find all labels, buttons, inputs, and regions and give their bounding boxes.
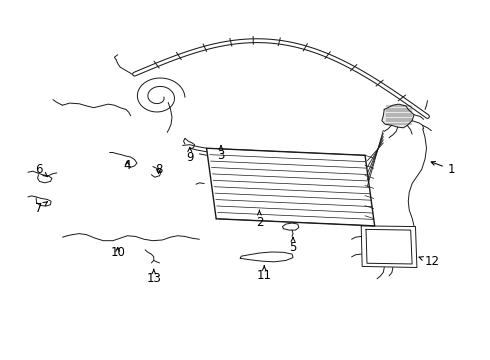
Text: 2: 2 — [256, 210, 263, 229]
Text: 1: 1 — [431, 162, 455, 176]
Text: 11: 11 — [257, 266, 272, 282]
Text: 10: 10 — [110, 246, 125, 259]
Text: 3: 3 — [217, 146, 225, 162]
Text: 8: 8 — [155, 163, 162, 176]
Text: 5: 5 — [289, 237, 297, 253]
Text: 12: 12 — [419, 255, 440, 268]
Text: 6: 6 — [35, 163, 48, 177]
Polygon shape — [382, 104, 414, 128]
Text: 7: 7 — [35, 202, 48, 215]
Text: 4: 4 — [123, 159, 131, 172]
Text: 13: 13 — [147, 269, 161, 285]
Text: 9: 9 — [186, 148, 194, 163]
